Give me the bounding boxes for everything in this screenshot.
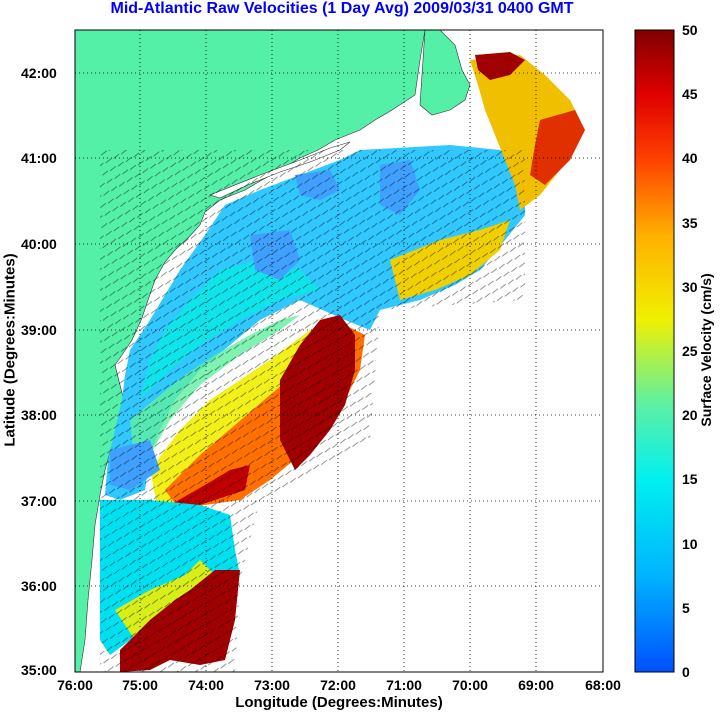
x-tick-label: 75:00 — [122, 677, 158, 693]
colorbar-tick-label: 15 — [682, 471, 698, 487]
x-tick-label: 70:00 — [452, 677, 488, 693]
cape-cod — [419, 30, 471, 116]
y-tick-label: 35:00 — [21, 662, 57, 678]
y-tick-label: 37:00 — [21, 493, 57, 509]
colorbar — [634, 29, 675, 673]
y-tick-label: 42:00 — [21, 65, 57, 81]
x-tick-label: 68:00 — [585, 677, 621, 693]
colorbar-tick-label: 20 — [682, 407, 698, 423]
velocity-field — [100, 52, 585, 672]
y-tick-label: 40:00 — [21, 236, 57, 252]
colorbar-tick-label: 5 — [682, 600, 690, 616]
x-tick-label: 76:00 — [57, 677, 93, 693]
chart-title: Mid-Atlantic Raw Velocities (1 Day Avg) … — [110, 0, 574, 17]
x-tick-label: 69:00 — [518, 677, 554, 693]
x-axis-label: Longitude (Degrees:Minutes) — [235, 694, 443, 711]
colorbar-label: Surface Velocity (cm/s) — [698, 273, 714, 427]
colorbar-tick-label: 35 — [682, 215, 698, 231]
colorbar-tick-label: 10 — [682, 536, 698, 552]
y-axis-label: Latitude (Degrees:Minutes) — [1, 253, 19, 447]
colorbar-tick-label: 50 — [682, 22, 698, 38]
x-tick-label: 73:00 — [254, 677, 290, 693]
colorbar-tick-label: 30 — [682, 279, 698, 295]
y-tick-label: 38:00 — [21, 407, 57, 423]
colorbar-tick-label: 0 — [682, 664, 690, 680]
x-tick-label: 71:00 — [386, 677, 422, 693]
x-tick-label: 72:00 — [320, 677, 356, 693]
plot-frame — [74, 29, 604, 673]
colorbar-tick-label: 25 — [682, 343, 698, 359]
grid-lines — [75, 30, 603, 672]
colorbar-tick-label: 40 — [682, 150, 698, 166]
y-tick-label: 41:00 — [21, 150, 57, 166]
y-tick-label: 36:00 — [21, 578, 57, 594]
x-tick-label: 74:00 — [188, 677, 224, 693]
colorbar-tick-label: 45 — [682, 86, 698, 102]
y-tick-label: 39:00 — [21, 322, 57, 338]
